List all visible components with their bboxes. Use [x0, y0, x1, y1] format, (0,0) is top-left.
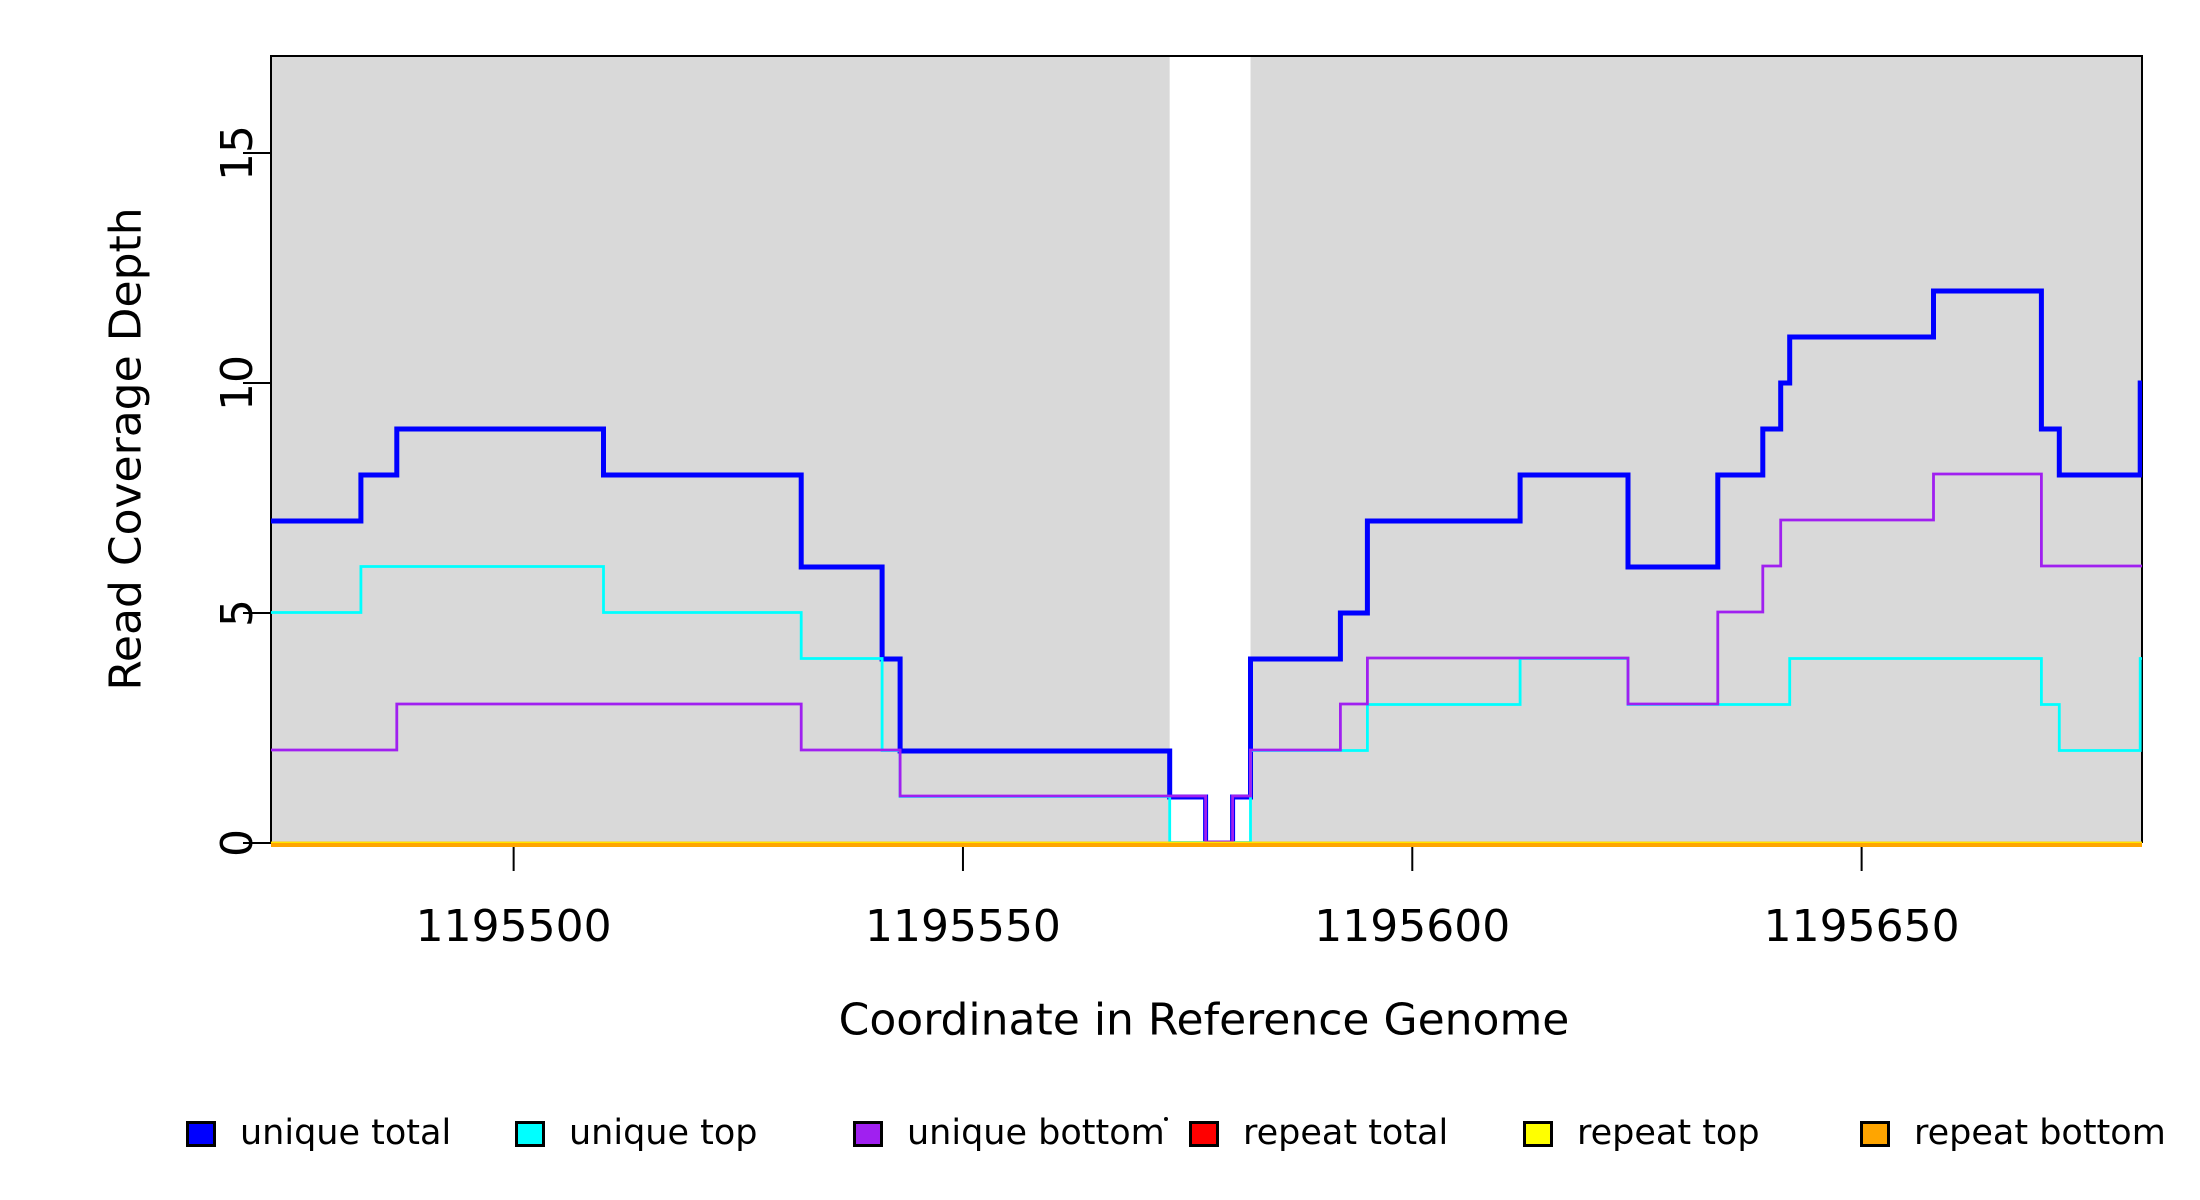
x-tick-label: 1195600 [1314, 901, 1510, 952]
legend-swatch-repeat-top [1523, 1121, 1553, 1147]
x-tick-label: 1195650 [1764, 901, 1960, 952]
legend-swatch-repeat-bottom [1860, 1121, 1890, 1147]
legend-label-unique-top: unique top [569, 1113, 758, 1153]
legend-swatch-unique-bottom [853, 1121, 883, 1147]
stray-mark-dot [1164, 1117, 1168, 1121]
legend-swatch-unique-top [515, 1121, 545, 1147]
legend-label-repeat-bottom: repeat bottom [1914, 1113, 2166, 1153]
x-axis-title: Coordinate in Reference Genome [838, 994, 1570, 1046]
legend-label-repeat-total: repeat total [1243, 1113, 1449, 1153]
x-tick-label: 1195550 [865, 901, 1061, 952]
x-tick-label: 1195500 [416, 901, 612, 952]
y-tick-label: 15 [212, 125, 263, 181]
series-unique-total [271, 288, 2142, 846]
legend-label-unique-total: unique total [240, 1113, 452, 1153]
series-unique-bottom [271, 472, 2142, 844]
legend-swatch-repeat-total [1189, 1121, 1219, 1147]
legend-label-unique-bottom: unique bottom [907, 1113, 1165, 1153]
legend-swatch-unique-total [186, 1121, 216, 1147]
y-tick-label: 0 [212, 829, 263, 857]
shaded-region-0 [271, 56, 1170, 843]
legend-label-repeat-top: repeat top [1577, 1113, 1760, 1153]
y-tick-label: 5 [212, 599, 263, 627]
y-tick-label: 10 [212, 355, 263, 411]
shaded-region-1 [1250, 56, 2142, 843]
y-axis-title: Read Coverage Depth [100, 207, 152, 691]
